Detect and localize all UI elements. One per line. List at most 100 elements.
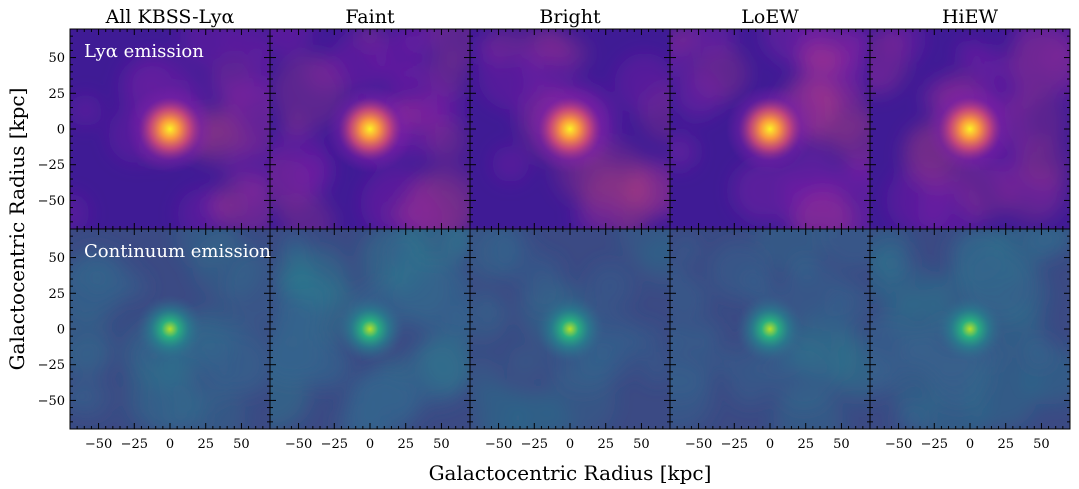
noise-blob (638, 234, 670, 286)
x-tick-label: 0 (566, 437, 574, 452)
noise-blob (70, 262, 115, 319)
noise-blob (418, 333, 470, 393)
map-panel (870, 229, 1070, 429)
x-tick-label: 50 (233, 437, 250, 452)
noise-blob (211, 172, 270, 229)
source-glow (726, 85, 814, 173)
noise-blob (400, 229, 470, 269)
tick-labels: 50 25 0 −25 −50 −50 −25 0 25 50 50 25 0 −25 −50 −50 −25 0… (38, 51, 1050, 452)
x-tick-label: −25 (721, 437, 748, 452)
noise-blob (673, 236, 700, 262)
noise-blob (492, 145, 529, 183)
noise-blob (847, 29, 870, 55)
noise-blob (670, 29, 696, 53)
noise-blob (535, 255, 561, 281)
map-panel (470, 229, 670, 429)
source-glow (536, 295, 604, 363)
noise-blob (1008, 29, 1070, 96)
x-tick-label: −50 (285, 437, 312, 452)
noise-blob (773, 387, 844, 429)
y-tick-label: 50 (48, 51, 65, 66)
y-tick-label: 25 (48, 87, 65, 102)
x-tick-label: −25 (521, 437, 548, 452)
map-panel (670, 229, 870, 429)
noise-blob (179, 29, 240, 70)
x-axis-label: Galactocentric Radius [kpc] (429, 461, 712, 485)
noise-blob (876, 29, 926, 64)
noise-blob (1025, 174, 1061, 210)
noise-blob (543, 365, 616, 429)
noise-blob (673, 69, 723, 119)
map-panel (70, 29, 270, 229)
y-tick-label: 25 (48, 287, 65, 302)
y-tick-label: −25 (38, 358, 65, 373)
map-panel (70, 229, 270, 429)
noise-blob (709, 241, 767, 299)
source-glow (526, 85, 614, 173)
noise-blob (205, 322, 270, 397)
y-tick-label: −50 (38, 394, 65, 409)
noise-blob (732, 159, 795, 222)
noise-blob (192, 389, 246, 429)
noise-blob (291, 154, 331, 194)
map-panel (870, 29, 1070, 229)
map-panel (270, 29, 470, 229)
noise-blob (430, 29, 470, 66)
noise-blob (209, 71, 235, 97)
x-tick-label: 0 (166, 437, 174, 452)
x-tick-label: 50 (633, 437, 650, 452)
x-tick-label: 50 (433, 437, 450, 452)
x-tick-label: −50 (85, 437, 112, 452)
noise-blob (685, 29, 734, 60)
noise-blob (793, 190, 855, 229)
panel-title: HiEW (942, 6, 999, 28)
x-tick-label: −25 (321, 437, 348, 452)
source-glow (736, 295, 804, 363)
source-glow (126, 85, 214, 173)
x-tick-label: −25 (921, 437, 948, 452)
noise-blob (70, 94, 102, 127)
x-tick-label: 25 (397, 437, 414, 452)
x-tick-label: −50 (885, 437, 912, 452)
noise-blob (670, 259, 685, 286)
noise-blob (521, 39, 577, 94)
source-glow (136, 295, 204, 363)
source-glow (326, 85, 414, 173)
noise-blob (670, 276, 708, 325)
x-tick-label: −50 (685, 437, 712, 452)
noise-blob (832, 349, 870, 403)
y-axis-label: Galactocentric Radius [kpc] (5, 88, 29, 371)
x-tick-label: −25 (121, 437, 148, 452)
row-label: Lyα emission (84, 41, 204, 62)
tick-marks (69, 28, 1071, 430)
panel-title: Bright (539, 6, 601, 28)
noise-blob (272, 53, 348, 129)
x-tick-label: 0 (966, 437, 974, 452)
x-tick-label: 25 (597, 437, 614, 452)
noise-blob (398, 176, 470, 229)
y-tick-label: 0 (57, 323, 65, 338)
noise-blob (508, 345, 543, 379)
panel-title: All KBSS-Lyα (105, 6, 235, 28)
noise-blob (586, 262, 634, 310)
y-tick-label: 50 (48, 251, 65, 266)
noise-blob (497, 240, 541, 284)
noise-blob (893, 373, 939, 419)
noise-blob (426, 119, 469, 162)
noise-blob (270, 29, 314, 58)
noise-blob (119, 273, 148, 301)
noise-blob (470, 383, 525, 429)
noise-blob (70, 382, 91, 412)
noise-blob (755, 229, 826, 272)
source-glow (936, 295, 1004, 363)
panel-grid (69, 28, 1071, 430)
noise-blob (878, 266, 949, 337)
noise-blob (629, 172, 670, 215)
noise-blob (70, 193, 90, 229)
x-tick-label: 50 (833, 437, 850, 452)
noise-layer (70, 229, 270, 429)
y-tick-label: −50 (38, 194, 65, 209)
noise-blob (816, 49, 845, 77)
noise-blob (70, 310, 112, 375)
